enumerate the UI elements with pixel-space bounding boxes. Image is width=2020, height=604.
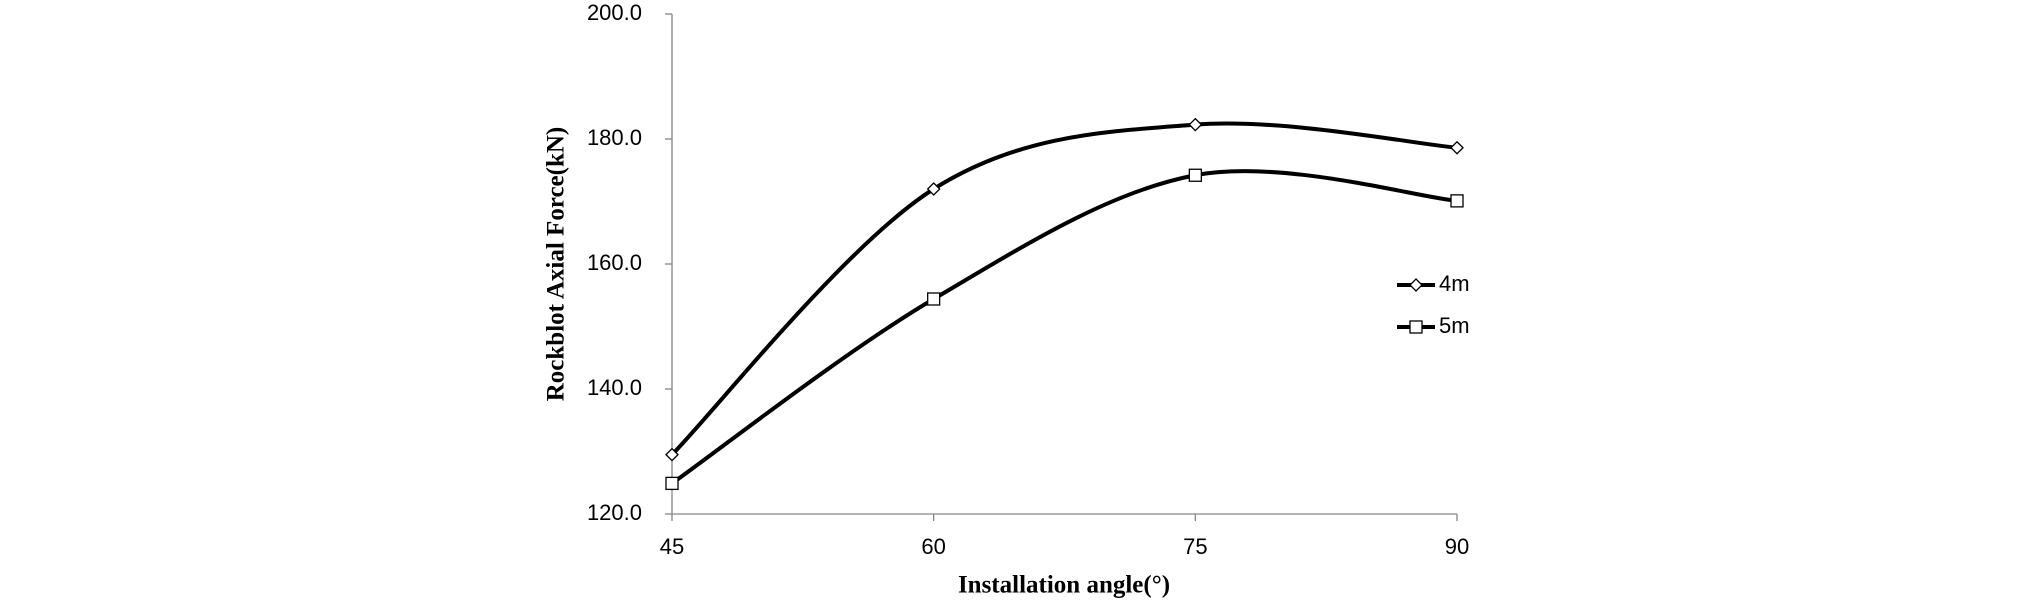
series-line [670, 121, 1458, 457]
legend-marker [1409, 278, 1423, 292]
y-tick-label: 140.0 [587, 375, 642, 400]
y-tick-label: 180.0 [587, 125, 642, 150]
data-point [927, 292, 941, 306]
x-tick-label: 45 [660, 534, 684, 559]
data-point [926, 182, 941, 196]
data-point [1450, 140, 1464, 155]
data-point [665, 476, 679, 491]
x-tick-label: 60 [921, 534, 945, 559]
series-line [670, 169, 1458, 486]
legend-label: 4m [1439, 271, 1470, 296]
data-point [1450, 194, 1464, 208]
x-tick-label: 75 [1183, 534, 1207, 559]
y-tick-label: 120.0 [587, 500, 642, 525]
y-axis-title: Rockblot Axial Force(kN) [543, 127, 570, 402]
x-axis-title: Installation angle(°) [958, 572, 1170, 599]
data-point [1188, 117, 1203, 132]
data-point [1188, 168, 1202, 182]
legend-marker [1409, 320, 1423, 334]
data-point [665, 447, 679, 462]
y-tick-label: 200.0 [587, 0, 642, 25]
x-tick-label: 90 [1445, 534, 1469, 559]
y-tick-label: 160.0 [587, 250, 642, 275]
legend-label: 5m [1439, 313, 1470, 338]
